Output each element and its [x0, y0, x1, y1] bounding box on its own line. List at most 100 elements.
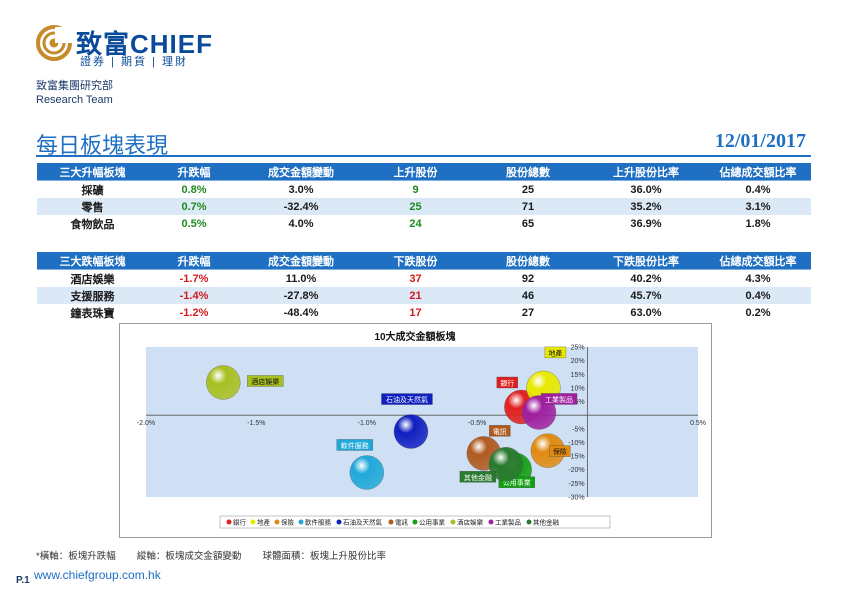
bubble-label-box — [549, 445, 571, 457]
decliners-value: 17 — [409, 306, 422, 319]
legend-label: 保險 — [281, 518, 295, 527]
header-turnover-share: 佔總成交額比率 — [705, 252, 811, 270]
legend-marker — [488, 519, 494, 525]
advancers-value: 25 — [362, 198, 469, 215]
turnover-change-value: 4.0% — [288, 217, 314, 230]
bubble-label: 地產 — [548, 348, 562, 357]
x-tick-label: -1.0% — [358, 420, 376, 427]
chart-footnote: *橫軸：板塊升跌幅 縱軸：板塊成交金額變動 球體面積：板塊上升股份比率 — [36, 548, 386, 562]
legend-label: 銀行 — [233, 518, 247, 527]
sector-name: 鐘表珠寶 — [70, 307, 115, 320]
y-tick-label: -25% — [568, 481, 584, 488]
turnover-share-value: 3.1% — [705, 198, 811, 215]
turnover-change-value: 11.0% — [285, 272, 317, 285]
page-title: 每日板塊表現 — [36, 134, 169, 159]
bubble-label-box — [544, 346, 567, 359]
department-name-en: Research Team — [36, 94, 113, 106]
header-decliners: 下跌股份 — [362, 252, 469, 270]
top-decliners-table: 三大跌幅板塊 升跌幅 成交金額變動 下跌股份 股份總數 下跌股份比率 佔總成交額… — [37, 252, 811, 321]
header-change: 升跌幅 — [148, 252, 240, 270]
change-value: 0.8% — [181, 183, 207, 196]
table-row: 食物飲品 0.5% 4.0% 24 65 36.9% 1.8% — [37, 215, 811, 232]
sector-bubble-chart: 10大成交金額板塊 -2.0% -1.5% -1.0% -0.5% 0.5% 25% 20%… — [119, 323, 712, 538]
turnover-change-value: -32.4% — [240, 198, 362, 215]
legend-label: 石油及天然氣 — [343, 518, 383, 527]
legend-label: 酒店娛樂 — [457, 518, 484, 527]
decline-ratio-value: 40.2% — [630, 272, 662, 285]
change-value: -1.4% — [148, 287, 240, 304]
y-tick-label: 20% — [571, 358, 585, 365]
y-tick-label: 5% — [574, 399, 584, 406]
header-turnover-change: 成交金額變動 — [240, 252, 362, 270]
legend-label: 工業製品 — [495, 518, 521, 527]
header-sector: 三大跌幅板塊 — [37, 252, 148, 270]
advancers-value: 24 — [409, 217, 422, 230]
chief-logo-icon — [36, 25, 72, 61]
legend-marker — [274, 519, 280, 525]
advance-ratio-value: 35.2% — [587, 198, 705, 215]
legend-marker — [336, 519, 342, 525]
bubble-label-box — [381, 393, 433, 405]
legend-marker — [450, 519, 456, 525]
turnover-share-value: 0.2% — [745, 306, 771, 319]
legend-label: 軟件服務 — [305, 518, 332, 527]
legend-label: 公用事業 — [419, 518, 446, 527]
turnover-change-value: 3.0% — [288, 183, 314, 196]
legend-label: 電訊 — [395, 518, 409, 527]
bubble-label-box — [459, 471, 497, 483]
bubble-label-box — [247, 375, 284, 387]
y-tick-label: 10% — [571, 385, 585, 392]
decline-ratio-value: 63.0% — [630, 306, 662, 319]
header-turnover-share: 佔總成交額比率 — [705, 163, 811, 181]
total-stocks-value: 92 — [521, 272, 535, 285]
bubble-label: 工業製品 — [545, 395, 573, 404]
footnote-bubble-size: 球體面積：板塊上升股份比率 — [262, 551, 386, 562]
bubble-label-box — [489, 425, 511, 437]
table-row: 鐘表珠寶 -1.2% -48.4% 17 27 63.0% 0.2% — [37, 304, 811, 321]
bubble-label: 保險 — [553, 447, 567, 456]
brand-tagline: 證券 | 期貨 | 理財 — [80, 56, 188, 68]
table-header-row: 三大跌幅板塊 升跌幅 成交金額變動 下跌股份 股份總數 下跌股份比率 佔總成交額… — [37, 252, 811, 270]
turnover-share-value: 0.4% — [745, 183, 771, 196]
bubble-4 — [393, 414, 429, 449]
bubble-label: 軟件服務 — [341, 441, 369, 450]
turnover-change-value: -27.8% — [240, 287, 362, 304]
sector-name: 支援服務 — [37, 287, 148, 304]
bubble-label-box — [496, 376, 519, 389]
x-tick-label: -0.5% — [468, 420, 486, 427]
total-stocks-value: 27 — [521, 306, 535, 319]
decline-ratio-value: 45.7% — [587, 287, 705, 304]
legend-label: 其他金融 — [533, 518, 560, 527]
turnover-share-value: 0.4% — [705, 287, 811, 304]
total-stocks-value: 46 — [469, 287, 587, 304]
header-sector: 三大升幅板塊 — [37, 163, 148, 181]
total-stocks-value: 65 — [521, 217, 535, 230]
sector-name: 酒店娛樂 — [70, 273, 115, 286]
sector-name: 採礦 — [81, 184, 104, 197]
website-link[interactable]: www.chiefgroup.com.hk — [34, 568, 161, 582]
bubble-label-box — [336, 439, 373, 451]
footnote-x-axis: *橫軸：板塊升跌幅 — [36, 551, 116, 562]
turnover-share-value: 4.3% — [745, 272, 771, 285]
bubble-label: 石油及天然氣 — [386, 395, 428, 404]
advancers-value: 9 — [412, 183, 419, 196]
total-stocks-value: 71 — [469, 198, 587, 215]
department-name-zh: 致富集團研究部 — [36, 80, 113, 92]
y-tick-label: -30% — [568, 495, 584, 502]
total-stocks-value: 25 — [521, 183, 535, 196]
header-turnover-change: 成交金額變動 — [240, 163, 362, 181]
footnote-y-axis: 縱軸：板塊成交金額變動 — [136, 551, 242, 562]
y-tick-label: 15% — [571, 372, 585, 379]
bubble-label: 銀行 — [500, 379, 514, 388]
legend-label: 地產 — [257, 518, 271, 527]
table-row: 零售 0.7% -32.4% 25 71 35.2% 3.1% — [37, 198, 811, 215]
change-value: 0.5% — [181, 217, 207, 230]
legend-marker — [298, 519, 304, 525]
change-value: 0.7% — [148, 198, 240, 215]
table-header-row: 三大升幅板塊 升跌幅 成交金額變動 上升股份 股份總數 上升股份比率 佔總成交額… — [37, 163, 811, 181]
y-tick-label: -15% — [568, 454, 584, 461]
y-tick-label: -20% — [568, 467, 584, 474]
title-divider — [36, 155, 811, 157]
decliners-value: 21 — [362, 287, 469, 304]
change-value: -1.2% — [179, 306, 209, 319]
